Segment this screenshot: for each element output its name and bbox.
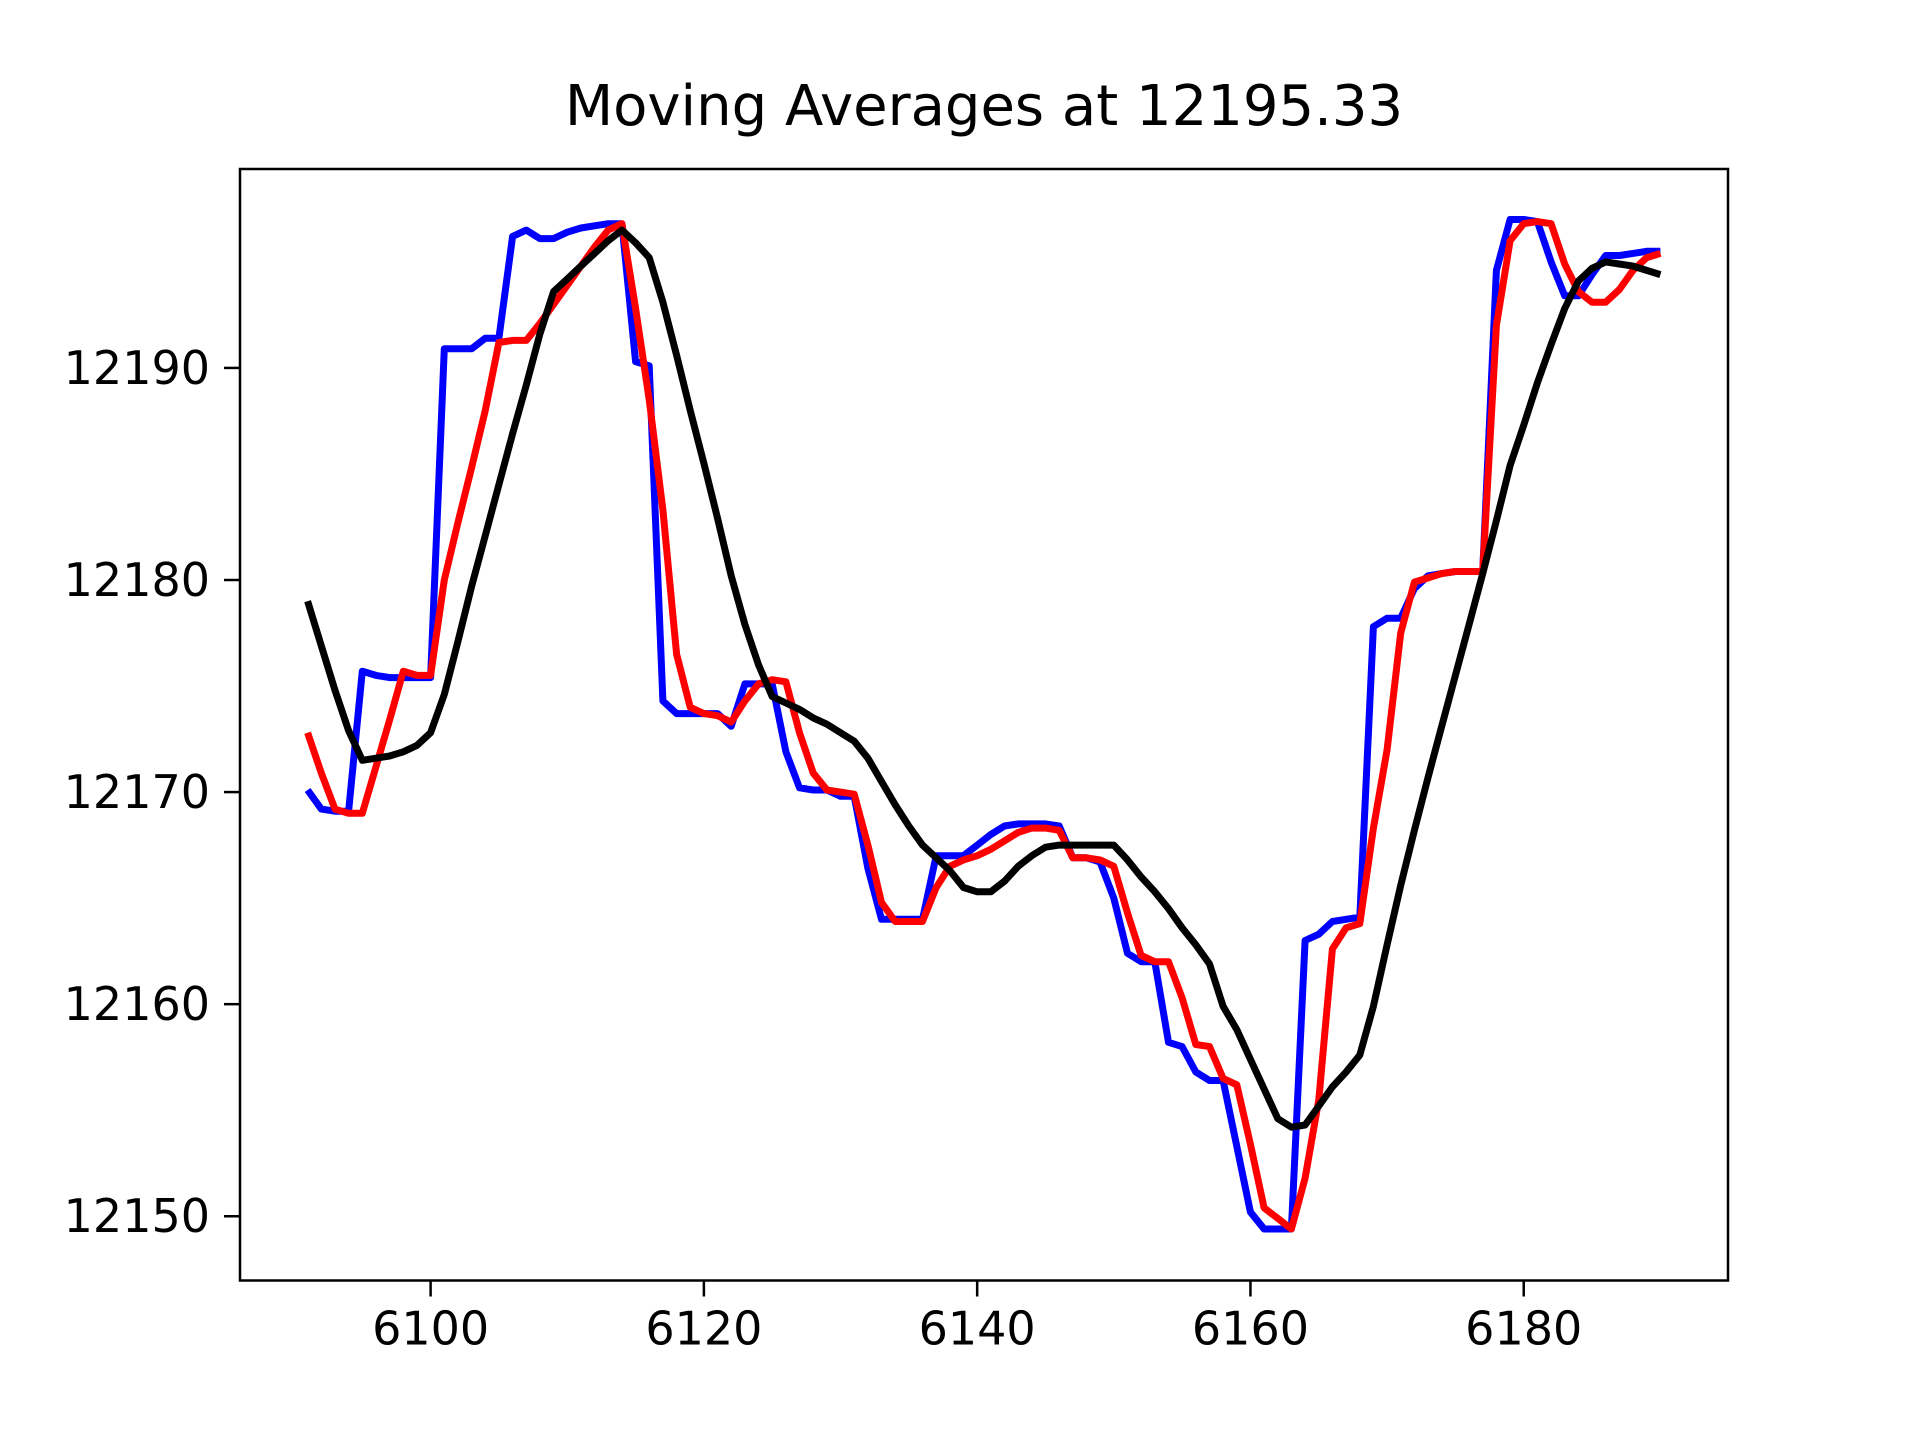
series-medium-ma-line — [304, 218, 1662, 1233]
y-tick-label: 12170 — [64, 765, 210, 819]
series-fast-ma-line — [304, 216, 1661, 1233]
series-lines — [304, 216, 1662, 1233]
x-tick-label: 6120 — [645, 1302, 762, 1356]
chart-title: Moving Averages at 12195.33 — [565, 74, 1403, 139]
x-tick-label: 6160 — [1192, 1302, 1309, 1356]
axis-ticks: 6100 6120 6140 6160 6180 12150 12160 12170 12180… — [64, 341, 1583, 1356]
series-slow-ma-line — [304, 226, 1662, 1131]
y-tick-label: 12150 — [64, 1189, 210, 1243]
axes-frame — [238, 167, 1730, 1282]
y-tick-label: 12160 — [64, 977, 210, 1031]
x-tick-label: 6140 — [919, 1302, 1036, 1356]
x-tick-label: 6100 — [372, 1302, 489, 1356]
y-tick-label: 12180 — [64, 553, 210, 607]
y-tick-label: 12190 — [64, 341, 210, 395]
x-tick-label: 6180 — [1465, 1302, 1582, 1356]
